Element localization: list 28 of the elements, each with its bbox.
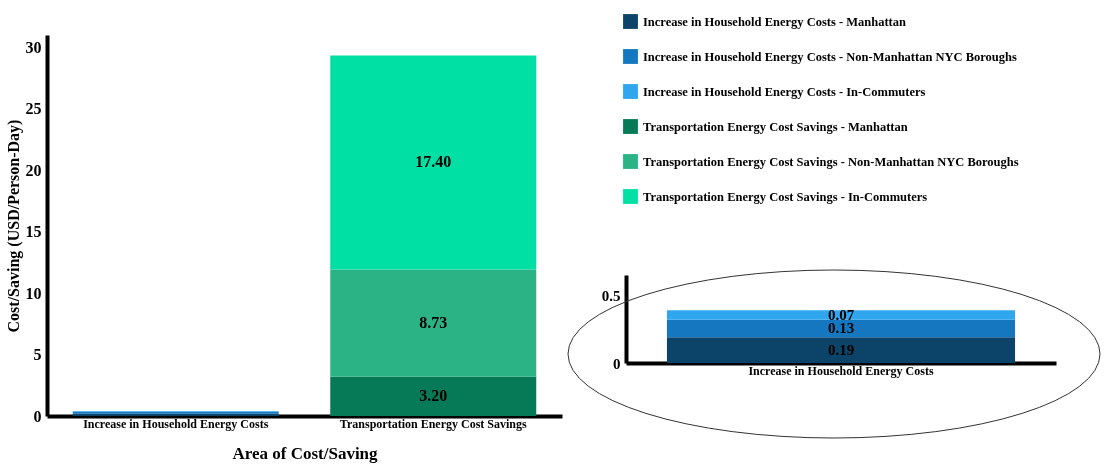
data-label: 17.40: [415, 153, 452, 171]
y-tick-label: 0: [33, 407, 42, 425]
data-label: 0.19: [827, 342, 855, 359]
y-tick-label: 25: [25, 100, 42, 118]
legend-label: Transportation Energy Cost Savings - In-Commuters: [643, 189, 928, 204]
data-label: 8.73: [419, 314, 448, 332]
bar: [666, 319, 1016, 338]
y-tick-label: 20: [25, 161, 42, 179]
y-tick-label: 15: [25, 223, 42, 241]
y-tick-label: 0: [613, 355, 621, 372]
bar: [666, 310, 1016, 320]
legend-label: Transportation Energy Cost Savings - Non-Manhattan NYC Boroughs: [643, 154, 1019, 169]
x-tick-label: Transportation Energy Cost Savings: [339, 416, 527, 431]
legend-label: Increase in Household Energy Costs - Non-Manhattan NYC Boroughs: [643, 49, 1018, 64]
y-tick-label: 30: [25, 38, 42, 56]
data-label: 3.20: [419, 387, 448, 405]
x-tick-label: Increase in Household Energy Costs: [83, 416, 269, 431]
y-tick-label: 10: [25, 284, 42, 302]
y-axis-title: Cost/Saving (USD/Person-Day): [4, 119, 23, 333]
y-tick-label: 0.5: [601, 287, 621, 304]
x-axis-title: Area of Cost/Saving: [232, 443, 379, 463]
legend-label: Increase in Household Energy Costs - Manhattan: [643, 14, 907, 29]
legend-label: Transportation Energy Cost Savings - Manhattan: [643, 119, 908, 134]
legend-label: Increase in Household Energy Costs - In-Commuters: [643, 84, 926, 99]
data-label: 0.13: [827, 320, 855, 337]
y-tick-label: 5: [33, 346, 42, 364]
data-label: 0.07: [827, 306, 855, 323]
x-tick-label: Increase in Household Energy Costs: [748, 363, 934, 378]
